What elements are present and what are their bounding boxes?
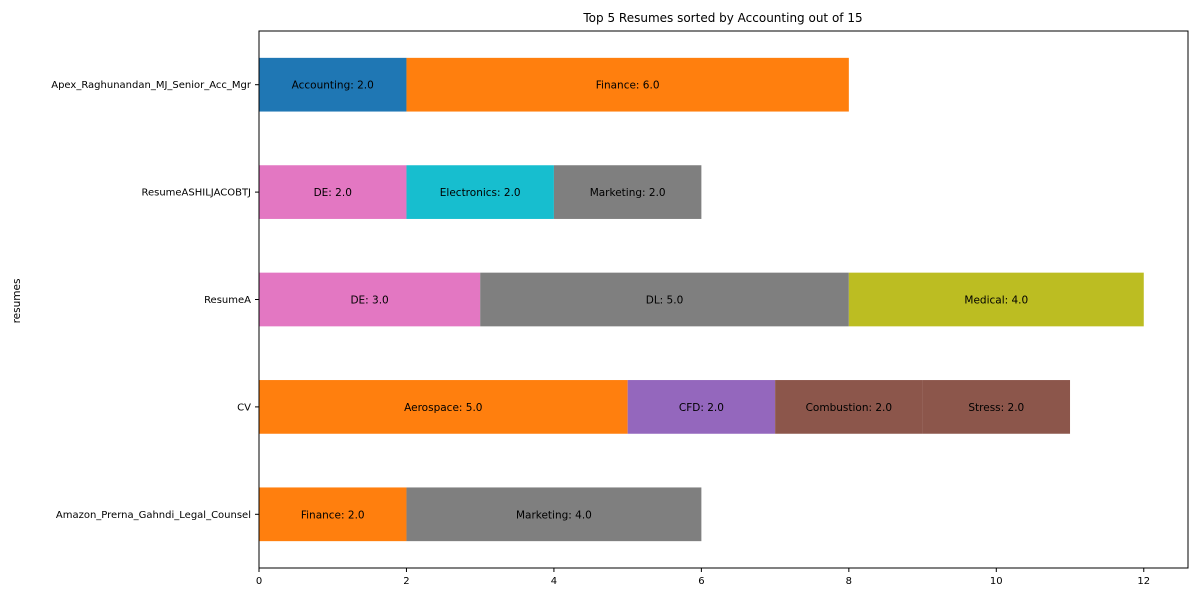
bar-label: Combustion: 2.0 (806, 402, 892, 414)
bar-segment (259, 57, 407, 112)
x-tick-label: 12 (1137, 576, 1150, 587)
x-tick-label: 0 (256, 576, 262, 587)
bar-label: DL: 5.0 (646, 295, 684, 307)
bar-segment (848, 272, 1144, 327)
bar-label: Finance: 2.0 (301, 509, 365, 521)
y-tick-label: CV (237, 402, 251, 413)
bar-label: Marketing: 4.0 (516, 509, 592, 521)
bar-segment (259, 380, 628, 434)
x-tick-label: 2 (403, 576, 409, 587)
bar-segment (259, 165, 407, 219)
bar-label: Aerospace: 5.0 (404, 402, 482, 414)
bar-label: Medical: 4.0 (964, 295, 1028, 307)
bar-label: CFD: 2.0 (679, 402, 724, 414)
bar-label: Accounting: 2.0 (292, 80, 374, 92)
x-tick-label: 4 (551, 576, 557, 587)
x-tick-label: 6 (698, 576, 704, 587)
bar-label: Finance: 6.0 (596, 80, 660, 92)
bar-segment (553, 165, 702, 219)
x-tick-label: 10 (990, 576, 1003, 587)
y-tick-label: ResumeASHILJACOBTJ (141, 188, 251, 199)
bar-label: DE: 2.0 (314, 187, 352, 199)
bar-segment (922, 380, 1071, 434)
y-axis-label: resumes (11, 279, 23, 324)
y-tick-label: Apex_Raghunandan_MJ_Senior_Acc_Mgr (51, 80, 252, 91)
chart-title: Top 5 Resumes sorted by Accounting out o… (582, 11, 862, 25)
plot-area: Accounting: 2.0 Finance: 6.0 Apex_Raghunan… (51, 30, 1189, 587)
bar-label: Electronics: 2.0 (440, 187, 521, 199)
bar-label: Stress: 2.0 (968, 402, 1024, 414)
bar-segment (627, 380, 776, 434)
y-tick-label: ResumeA (204, 295, 251, 306)
bar-segment (480, 272, 849, 327)
bar-segment (406, 165, 554, 219)
x-tick-label: 8 (846, 576, 852, 587)
bar-segment (406, 57, 849, 112)
bar-segment (406, 487, 702, 542)
bar-label: Marketing: 2.0 (590, 187, 666, 199)
bar-segment (259, 487, 407, 542)
axes-frame (258, 30, 1189, 569)
bar-segment (259, 272, 481, 327)
y-tick-label: Amazon_Prerna_Gahndi_Legal_Counsel (56, 510, 251, 521)
bar-segment (775, 380, 923, 434)
bar-label: DE: 3.0 (350, 295, 388, 307)
